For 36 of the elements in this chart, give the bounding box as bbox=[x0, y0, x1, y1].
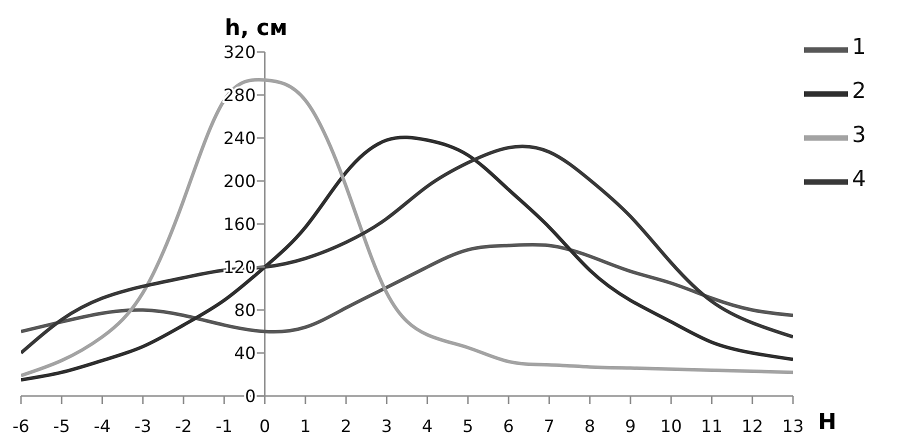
x-tick-label: 0 bbox=[259, 417, 270, 438]
y-tick-label: 160 bbox=[223, 215, 256, 235]
y-tick-label: 40 bbox=[234, 344, 256, 364]
y-axis-title: h, см bbox=[224, 16, 288, 41]
line-series bbox=[21, 242, 793, 334]
x-tick-label: 5 bbox=[462, 417, 474, 438]
x-tick-label: 3 bbox=[381, 417, 392, 438]
x-tick-label: 12 bbox=[742, 417, 764, 438]
y-tick-label: 200 bbox=[223, 172, 256, 192]
y-tick-label: 280 bbox=[223, 86, 256, 106]
x-tick-label: 11 bbox=[700, 417, 723, 438]
x-tick-label: 7 bbox=[544, 417, 555, 438]
line-series bbox=[21, 78, 793, 378]
y-tick-label: 240 bbox=[223, 129, 256, 149]
x-tick-label: -4 bbox=[94, 417, 111, 438]
x-tick-label: 9 bbox=[625, 417, 636, 438]
legend-label: 3 bbox=[852, 122, 866, 148]
x-tick-label: 1 bbox=[300, 417, 311, 438]
x-tick-label: -1 bbox=[216, 417, 233, 438]
x-tick-label: 13 bbox=[782, 417, 804, 438]
y-tick-label: 320 bbox=[223, 43, 256, 63]
x-tick-label: -5 bbox=[53, 417, 70, 438]
x-tick-label: 8 bbox=[584, 417, 596, 438]
x-tick-label: 6 bbox=[503, 417, 514, 438]
x-axis-title: H bbox=[818, 410, 836, 435]
x-tick-label: 4 bbox=[422, 417, 433, 438]
y-tick-label: 80 bbox=[234, 301, 256, 321]
x-tick-label: -2 bbox=[175, 417, 192, 438]
x-tick-label: 10 bbox=[660, 417, 682, 438]
y-tick-label: 0 bbox=[244, 387, 256, 407]
x-tick-label: -3 bbox=[134, 417, 152, 438]
legend-label: 2 bbox=[852, 78, 866, 104]
x-tick-label: 2 bbox=[340, 417, 352, 438]
x-tick-label: -6 bbox=[12, 417, 30, 438]
legend-label: 1 bbox=[852, 34, 866, 60]
legend-label: 4 bbox=[852, 166, 866, 192]
